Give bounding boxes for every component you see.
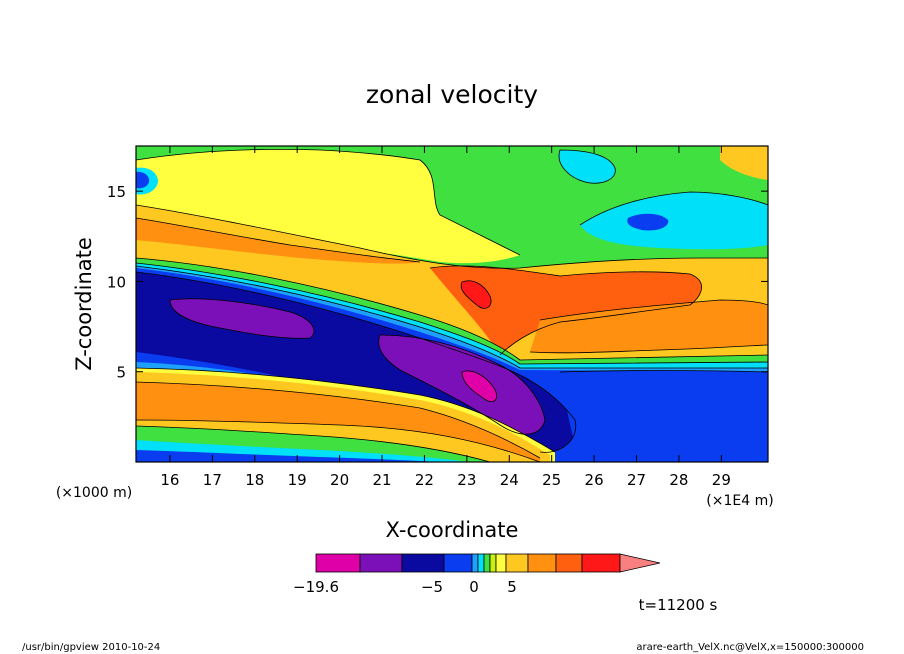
x-tick-label: 24 <box>500 471 519 489</box>
colorbar-swatch <box>359 553 403 573</box>
y-unit-label: (×1000 m) <box>56 485 132 501</box>
y-axis: 5 10 15 <box>107 183 768 382</box>
field-strong-core-left <box>170 298 314 339</box>
colorbar-swatch <box>555 553 583 573</box>
footer-right: arare-earth_VelX.nc@VelX,x=150000:300000 <box>636 642 864 653</box>
field-top-right-orange <box>720 146 768 180</box>
plot-area <box>135 145 769 463</box>
colorbar-swatch <box>581 553 621 573</box>
footer-left: /usr/bin/gpview 2010-10-24 <box>22 642 160 653</box>
x-tick-label: 20 <box>330 471 349 489</box>
colorbar-extend-arrow <box>619 553 661 573</box>
x-tick-label: 26 <box>585 471 604 489</box>
contour-field <box>136 146 768 462</box>
field-blue-patch <box>627 213 669 231</box>
colorbar-labels: −19.6 −5 0 5 <box>293 578 517 596</box>
x-axis: 16 17 18 19 20 21 22 23 24 25 26 27 28 29 <box>160 146 731 489</box>
colorbar-swatch <box>477 553 485 573</box>
colorbar-swatch <box>471 553 479 573</box>
time-label: t=11200 s <box>639 596 718 614</box>
colorbar-swatch <box>527 553 557 573</box>
colorbar-swatch <box>483 553 491 573</box>
x-tick-label: 18 <box>245 471 264 489</box>
x-tick-label: 16 <box>160 471 179 489</box>
y-axis-label: Z-coordinate <box>72 237 96 371</box>
field-cyan-2 <box>580 192 768 250</box>
colorbar-tick-label: −5 <box>421 578 443 596</box>
field-mid-orange-right <box>530 300 768 354</box>
x-unit-label: (×1E4 m) <box>706 493 773 509</box>
x-tick-label: 25 <box>542 471 561 489</box>
field-max-core <box>462 370 497 402</box>
field-upper-left-blue <box>136 171 150 189</box>
y-tick-label: 15 <box>107 183 126 201</box>
x-tick-label: 17 <box>203 471 222 489</box>
contour-lines <box>136 148 768 462</box>
colorbar <box>315 553 661 573</box>
colorbar-tick-label: 5 <box>507 578 517 596</box>
field-strong-core-right <box>378 335 545 435</box>
y-tick-label: 5 <box>116 364 126 382</box>
x-tick-label: 28 <box>669 471 688 489</box>
x-tick-label: 22 <box>415 471 434 489</box>
plot-frame <box>135 145 769 463</box>
colorbar-swatch <box>505 553 529 573</box>
x-tick-label: 19 <box>288 471 307 489</box>
colorbar-tick-label: 0 <box>469 578 479 596</box>
colorbar-swatch <box>315 553 361 573</box>
colorbar-swatch <box>495 553 507 573</box>
field-cyan <box>559 150 616 184</box>
field-low-orange <box>136 382 540 462</box>
field-upper-yellow <box>136 149 520 264</box>
colorbar-tick-label: −19.6 <box>293 578 339 596</box>
x-tick-label: 29 <box>712 471 731 489</box>
chart-title: zonal velocity <box>366 80 538 109</box>
colorbar-swatch <box>489 553 497 573</box>
x-tick-label: 27 <box>627 471 646 489</box>
field-upper-westerly <box>430 265 702 355</box>
y-tick-label: 10 <box>107 273 126 291</box>
x-tick-label: 21 <box>372 471 391 489</box>
x-tick-label: 23 <box>457 471 476 489</box>
colorbar-swatch <box>401 553 445 573</box>
x-axis-label: X-coordinate <box>386 518 519 542</box>
colorbar-swatch <box>443 553 473 573</box>
field-right-deep-blue <box>560 370 768 462</box>
